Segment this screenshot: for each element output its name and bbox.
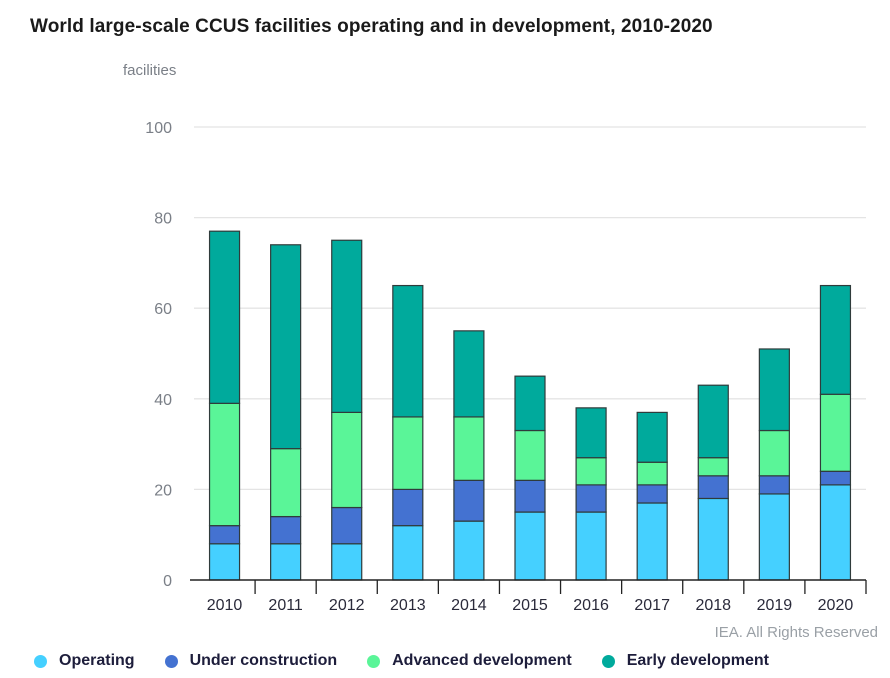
bar-segment-advanced-development [392,416,424,491]
bar-stack-2018 [697,384,729,581]
x-tick-label: 2012 [329,597,365,614]
bar-stack-2017 [636,411,668,581]
bar-segment-early-development [392,284,424,418]
bar-segment-early-development [453,330,485,418]
bar-segment-under-construction [697,475,729,500]
legend-dot-icon [601,654,615,668]
x-tick-label: 2014 [451,597,487,614]
x-tick-label: 2016 [573,597,609,614]
bar-segment-early-development [697,384,729,459]
bar-segment-early-development [208,230,241,404]
legend-dot-icon [367,654,381,668]
bar-segment-advanced-development [697,457,729,477]
bar-segment-operating [270,543,302,581]
bar-stack-2019 [758,348,790,581]
legend-label: Early development [626,652,770,669]
legend-label: Under construction [189,652,338,669]
bar-stack-2013 [392,284,424,581]
bar-stack-2016 [575,407,607,581]
bar-segment-under-construction [270,515,302,545]
y-tick-label: 0 [163,573,172,590]
bar-stack-2015 [514,375,546,581]
bar-segment-advanced-development [575,457,607,486]
bar-segment-under-construction [819,470,852,486]
bar-segment-operating [575,511,607,581]
legend-dot-icon [34,654,47,668]
bar-segment-early-development [758,348,790,432]
legend-item-operating[interactable]: Operating [34,652,135,670]
y-tick-label: 80 [154,211,172,228]
bar-segment-operating [636,502,668,581]
bar-segment-advanced-development [819,393,852,472]
x-tick-label: 2017 [634,597,670,614]
bar-segment-early-development [270,244,302,450]
bar-segment-under-construction [575,484,607,513]
bar-segment-operating [392,525,424,581]
bar-segment-operating [758,493,790,581]
legend-label: Operating [59,652,135,669]
legend-dot-icon [164,654,178,668]
legend-item-early-development[interactable]: Early development [601,652,770,670]
bar-segment-advanced-development [514,429,546,481]
bar-segment-under-construction [758,475,790,495]
legend-item-advanced-development[interactable]: Advanced development [367,652,572,670]
y-tick-label: 20 [154,482,172,499]
y-axis-unit-label: facilities [123,62,177,79]
bar-segment-advanced-development [208,402,241,527]
x-tick-label: 2013 [390,597,426,614]
x-tick-label: 2011 [268,597,303,614]
x-axis: 2010 2011 2012 2013 2014 2015 2016 2017 2018 2019… [190,579,867,614]
legend: Operating Under construction Advanced de… [34,652,769,670]
bar-segment-early-development [575,407,607,459]
bar-segment-advanced-development [331,411,363,509]
bar-segment-operating [453,520,485,581]
bar-segment-advanced-development [636,461,668,486]
bar-segment-early-development [636,411,668,463]
x-tick-label: 2020 [818,597,854,614]
bar-stack-2020 [819,284,852,581]
bar-segment-operating [697,497,729,581]
bar-segment-early-development [514,375,546,432]
bar-stack-2010 [208,230,241,581]
bar-segment-operating [819,484,852,581]
legend-label: Advanced development [392,652,572,669]
legend-item-under-construction[interactable]: Under construction [164,652,338,670]
bar-segment-under-construction [514,479,546,513]
bar-stack-2012 [331,239,363,581]
bar-segment-operating [331,543,363,581]
bar-stacks [208,230,852,581]
y-tick-label: 60 [154,301,172,318]
bar-segment-under-construction [331,506,363,545]
bar-segment-under-construction [636,484,668,504]
bar-segment-advanced-development [453,416,485,481]
bar-segment-operating [208,543,241,581]
x-tick-label: 2019 [757,597,793,614]
x-tick-label: 2018 [695,597,731,614]
x-tick-label: 2015 [512,597,548,614]
bar-segment-operating [514,511,546,581]
chart-title: World large-scale CCUS facilities operat… [30,16,713,37]
bar-segment-early-development [819,284,852,395]
bar-stack-2014 [453,330,485,581]
x-tick-label: 2010 [207,597,243,614]
source-credit: IEA. All Rights Reserved [714,624,878,641]
bar-segment-early-development [331,239,363,413]
y-axis-ticks: 0 20 40 60 80 100 [145,120,172,590]
bar-segment-advanced-development [270,448,302,518]
bar-segment-advanced-development [758,429,790,477]
bar-segment-under-construction [392,488,424,527]
y-tick-label: 40 [154,392,172,409]
y-tick-label: 100 [145,120,172,137]
bar-segment-under-construction [453,479,485,522]
bar-stack-2011 [270,244,302,581]
bar-segment-under-construction [208,525,241,545]
